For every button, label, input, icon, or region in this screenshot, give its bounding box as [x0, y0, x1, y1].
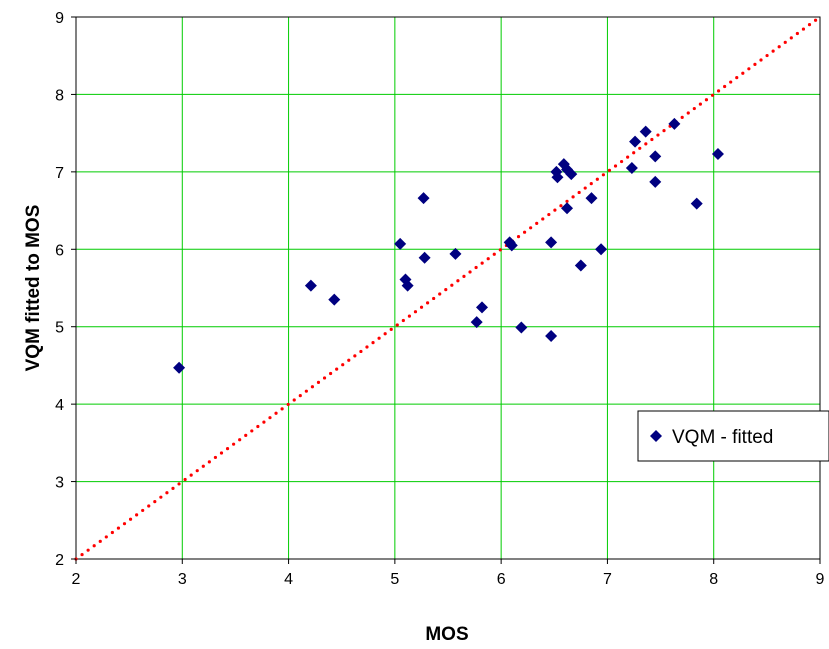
data-point [668, 117, 681, 130]
y-tick-label: 3 [55, 475, 64, 492]
y-tick-label: 8 [55, 87, 64, 104]
data-point [505, 239, 518, 252]
data-point [401, 279, 414, 292]
data-point [690, 197, 703, 210]
y-axis-ticks: 2 3 4 5 6 7 8 9 [55, 10, 76, 569]
x-tick-label: 5 [390, 571, 399, 588]
x-tick-label: 9 [816, 571, 825, 588]
data-points [173, 117, 724, 374]
data-point [561, 202, 574, 215]
legend-label: VQM - fitted [672, 427, 773, 448]
plot-area-frame [75, 16, 821, 560]
data-point [565, 168, 578, 181]
data-point [649, 175, 662, 188]
y-tick-label: 7 [55, 165, 64, 182]
legend-marker-diamond-icon [650, 430, 662, 442]
data-point [476, 301, 489, 314]
data-point [418, 251, 431, 264]
data-point [551, 171, 564, 184]
y-tick-label: 2 [55, 552, 64, 569]
y-tick-label: 5 [55, 320, 64, 337]
reference-line [74, 15, 822, 561]
legend: VQM - fitted [637, 410, 829, 462]
data-point [515, 321, 528, 334]
data-point [394, 237, 407, 250]
data-point [649, 150, 662, 163]
legend-box [637, 410, 829, 462]
data-point [639, 125, 652, 138]
data-point [470, 316, 483, 329]
data-point [585, 192, 598, 205]
data-point [595, 243, 608, 256]
y-axis-title: VQM fitted to MOS [23, 205, 44, 372]
data-point [625, 161, 638, 174]
data-point [449, 247, 462, 260]
data-point [328, 293, 341, 306]
x-axis-title: MOS [425, 624, 468, 645]
x-axis-ticks: 2 3 4 5 6 7 8 9 [72, 559, 825, 588]
y-tick-label: 4 [55, 397, 64, 414]
data-point [417, 192, 430, 205]
data-point [304, 279, 317, 292]
data-point [545, 330, 558, 343]
y-tick-label: 9 [55, 10, 64, 27]
data-point [629, 135, 642, 148]
x-tick-label: 7 [603, 571, 612, 588]
data-point [574, 259, 587, 272]
x-tick-label: 6 [497, 571, 506, 588]
x-tick-label: 8 [709, 571, 718, 588]
reference-line-layer [74, 15, 822, 561]
x-tick-label: 2 [72, 571, 81, 588]
y-tick-label: 6 [55, 242, 64, 259]
data-point [711, 148, 724, 161]
grid-lines [76, 17, 820, 559]
data-point [173, 361, 186, 374]
data-point [545, 236, 558, 249]
x-tick-label: 4 [284, 571, 293, 588]
x-tick-label: 3 [178, 571, 187, 588]
